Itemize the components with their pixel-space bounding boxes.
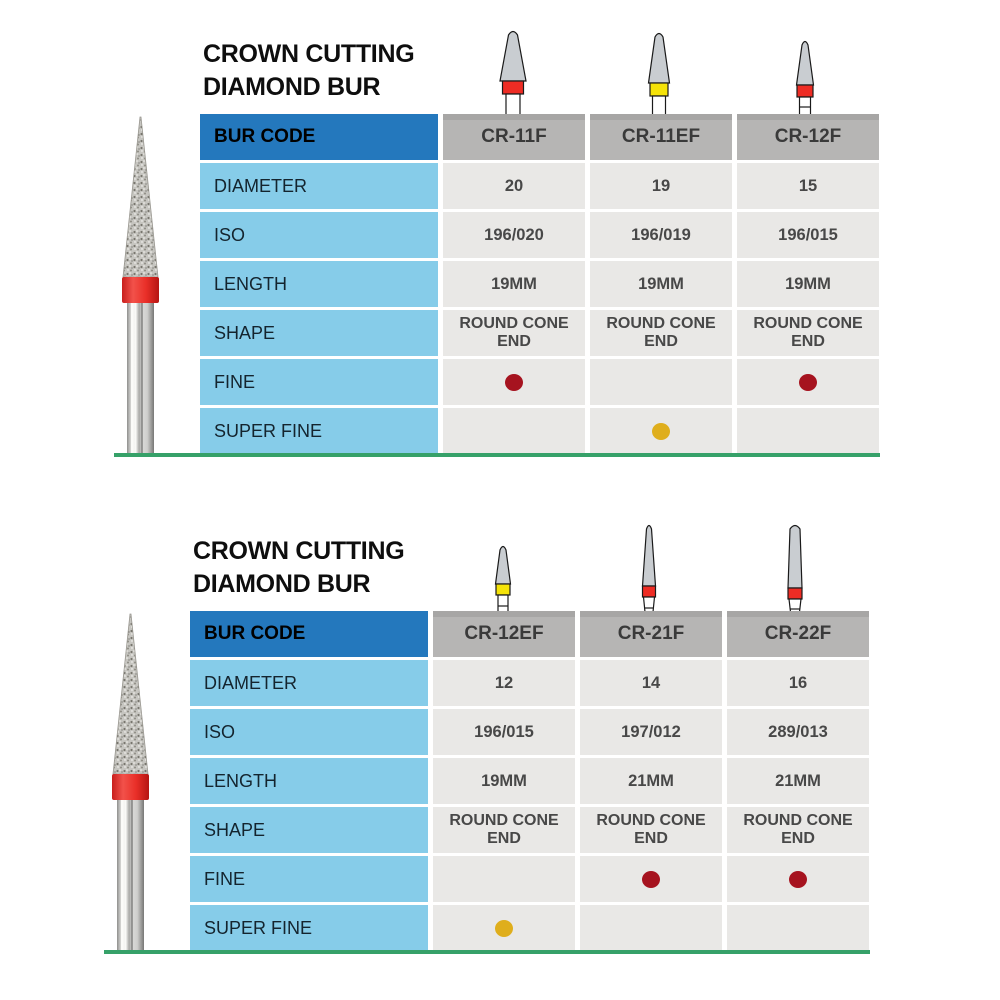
cell-iso: 196/019 [590, 212, 732, 258]
row-label-iso: ISO [200, 212, 438, 258]
cell-fine [727, 856, 869, 902]
row-label-super-fine: SUPER FINE [190, 905, 428, 951]
cell-diameter: 12 [433, 660, 575, 706]
cell-length: 21MM [727, 758, 869, 804]
row-label-fine: FINE [200, 359, 438, 405]
cell-length: 19MM [433, 758, 575, 804]
bur-spec-section-2: CROWN CUTTING DIAMOND BUR BUR CODE CR-12… [0, 497, 1000, 997]
cell-super-fine [433, 905, 575, 951]
cell-shape: ROUND CONE END [433, 807, 575, 853]
bur-icon-cr-21f [641, 524, 657, 612]
cell-fine [443, 359, 585, 405]
row-label-iso: ISO [190, 709, 428, 755]
column-header-code: CR-11EF [590, 114, 732, 160]
cell-iso: 197/012 [580, 709, 722, 755]
column-header-code: CR-11F [443, 114, 585, 160]
fine-dot [505, 373, 523, 391]
cell-diameter: 20 [443, 163, 585, 209]
row-label-length: LENGTH [200, 261, 438, 307]
super-fine-dot [652, 422, 670, 440]
diamond-bur-photo [121, 116, 160, 456]
cell-fine [580, 856, 722, 902]
cell-super-fine [737, 408, 879, 454]
column-header-code: CR-21F [580, 611, 722, 657]
bur-icon-cr-22f [787, 524, 803, 612]
cell-iso: 196/015 [433, 709, 575, 755]
row-label-fine: FINE [190, 856, 428, 902]
section-title: CROWN CUTTING DIAMOND BUR [193, 535, 405, 601]
column-header-code: CR-12F [737, 114, 879, 160]
fine-dot [642, 870, 660, 888]
bur-icon-cr-11ef [647, 32, 671, 115]
cell-length: 19MM [737, 261, 879, 307]
cell-diameter: 14 [580, 660, 722, 706]
cell-shape: ROUND CONE END [737, 310, 879, 356]
title-line-1: CROWN CUTTING [193, 537, 405, 565]
cell-length: 19MM [443, 261, 585, 307]
bur-icon-cr-12f [795, 40, 815, 115]
spec-table: BUR CODE CR-12EF CR-21F CR-22F DIAMETER … [190, 611, 869, 951]
cell-super-fine [727, 905, 869, 951]
title-line-2: DIAMOND BUR [193, 570, 371, 598]
cell-shape: ROUND CONE END [443, 310, 585, 356]
green-divider [104, 950, 870, 954]
cell-diameter: 16 [727, 660, 869, 706]
column-header-code: CR-12EF [433, 611, 575, 657]
cell-length: 21MM [580, 758, 722, 804]
row-label-super-fine: SUPER FINE [200, 408, 438, 454]
fine-dot [799, 373, 817, 391]
bur-icon-cr-12ef [494, 545, 512, 612]
row-label-bur-code: BUR CODE [200, 114, 438, 160]
section-title: CROWN CUTTING DIAMOND BUR [203, 38, 415, 104]
green-divider [114, 453, 880, 457]
title-line-2: DIAMOND BUR [203, 73, 381, 101]
cell-iso: 196/015 [737, 212, 879, 258]
fine-dot [789, 870, 807, 888]
cell-fine [433, 856, 575, 902]
row-label-bur-code: BUR CODE [190, 611, 428, 657]
row-label-shape: SHAPE [190, 807, 428, 853]
cell-shape: ROUND CONE END [590, 310, 732, 356]
cell-length: 19MM [590, 261, 732, 307]
cell-super-fine [590, 408, 732, 454]
row-label-shape: SHAPE [200, 310, 438, 356]
cell-fine [737, 359, 879, 405]
super-fine-dot [495, 919, 513, 937]
title-line-1: CROWN CUTTING [203, 40, 415, 68]
spec-table: BUR CODE CR-11F CR-11EF CR-12F DIAMETER … [200, 114, 879, 454]
cell-diameter: 19 [590, 163, 732, 209]
cell-super-fine [443, 408, 585, 454]
cell-iso: 196/020 [443, 212, 585, 258]
cell-shape: ROUND CONE END [580, 807, 722, 853]
cell-fine [590, 359, 732, 405]
bur-spec-section-1: CROWN CUTTING DIAMOND BUR BUR CODE CR-11… [114, 30, 880, 457]
cell-shape: ROUND CONE END [727, 807, 869, 853]
row-label-diameter: DIAMETER [190, 660, 428, 706]
cell-super-fine [580, 905, 722, 951]
column-header-code: CR-22F [727, 611, 869, 657]
row-label-length: LENGTH [190, 758, 428, 804]
bur-icon-cr-11f [499, 30, 527, 115]
cell-iso: 289/013 [727, 709, 869, 755]
row-label-diameter: DIAMETER [200, 163, 438, 209]
diamond-bur-photo [111, 613, 150, 953]
cell-diameter: 15 [737, 163, 879, 209]
